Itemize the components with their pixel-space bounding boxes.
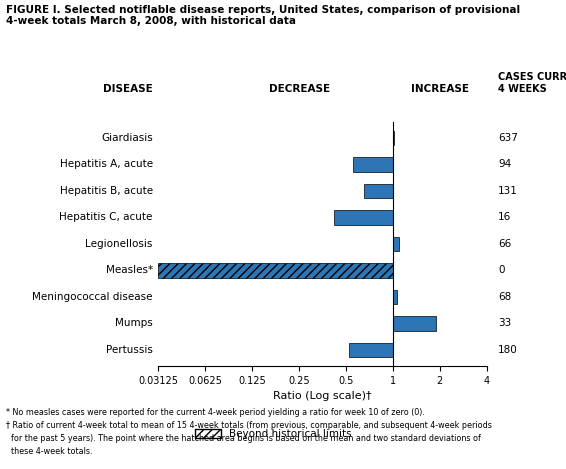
Bar — [353, 157, 393, 172]
Text: Mumps: Mumps — [115, 318, 153, 328]
Text: 94: 94 — [498, 159, 511, 169]
Bar — [349, 343, 393, 357]
Text: Hepatitis B, acute: Hepatitis B, acute — [59, 186, 153, 196]
Text: Meningococcal disease: Meningococcal disease — [32, 292, 153, 302]
Text: 131: 131 — [498, 186, 518, 196]
Text: † Ratio of current 4-week total to mean of 15 4-week totals (from previous, comp: † Ratio of current 4-week total to mean … — [6, 421, 491, 430]
Legend: Beyond historical limits: Beyond historical limits — [191, 425, 356, 443]
Text: for the past 5 years). The point where the hatched area begins is based on the m: for the past 5 years). The point where t… — [6, 434, 481, 443]
Text: 66: 66 — [498, 239, 511, 249]
Bar — [393, 316, 436, 331]
Text: Giardiasis: Giardiasis — [101, 133, 153, 143]
Text: DISEASE: DISEASE — [103, 84, 153, 94]
Text: * No measles cases were reported for the current 4-week period yielding a ratio : * No measles cases were reported for the… — [6, 408, 424, 417]
Text: 637: 637 — [498, 133, 518, 143]
Bar — [393, 236, 400, 251]
Text: 0: 0 — [498, 265, 504, 275]
Text: 16: 16 — [498, 212, 511, 222]
Text: INCREASE: INCREASE — [411, 84, 469, 94]
Bar — [364, 183, 393, 198]
Text: 180: 180 — [498, 345, 518, 355]
Text: Measles*: Measles* — [106, 265, 153, 275]
Text: DECREASE: DECREASE — [269, 84, 330, 94]
Text: FIGURE I. Selected notiflable disease reports, United States, comparison of prov: FIGURE I. Selected notiflable disease re… — [6, 5, 520, 15]
Text: 68: 68 — [498, 292, 511, 302]
Bar — [158, 263, 393, 278]
Bar — [335, 210, 393, 225]
Text: these 4-week totals.: these 4-week totals. — [6, 447, 92, 456]
X-axis label: Ratio (Log scale)†: Ratio (Log scale)† — [273, 391, 372, 401]
Text: Hepatitis C, acute: Hepatitis C, acute — [59, 212, 153, 222]
Text: CASES CURRENT
4 WEEKS: CASES CURRENT 4 WEEKS — [498, 72, 566, 94]
Bar — [393, 290, 397, 304]
Text: Pertussis: Pertussis — [106, 345, 153, 355]
Bar — [393, 130, 395, 145]
Text: Legionellosis: Legionellosis — [85, 239, 153, 249]
Text: 33: 33 — [498, 318, 511, 328]
Text: 4-week totals March 8, 2008, with historical data: 4-week totals March 8, 2008, with histor… — [6, 16, 295, 26]
Text: Hepatitis A, acute: Hepatitis A, acute — [59, 159, 153, 169]
